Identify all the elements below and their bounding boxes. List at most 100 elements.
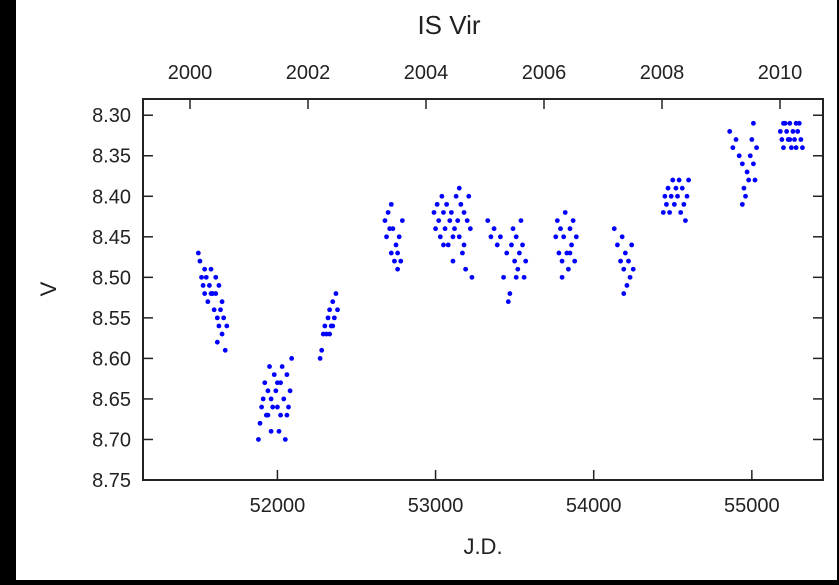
data-point — [216, 283, 222, 288]
data-point — [504, 250, 510, 256]
data-point — [781, 120, 786, 126]
data-point — [567, 250, 573, 256]
data-point — [335, 307, 340, 313]
data-point — [615, 242, 620, 248]
top-tick-label: 2010 — [758, 62, 803, 84]
data-point — [442, 226, 448, 232]
data-point — [572, 258, 578, 264]
data-point — [684, 193, 690, 199]
data-point — [388, 201, 394, 207]
data-point — [784, 129, 790, 134]
scatter-chart: IS Vir 2000 2002 2004 2006 2008 2010 8.30 8.35… — [36, 10, 824, 559]
data-point — [497, 234, 503, 240]
data-point — [331, 315, 337, 321]
data-point — [259, 404, 265, 410]
top-axis-ticks: 2000 2002 2004 2006 2008 2010 — [168, 62, 803, 109]
data-point — [621, 266, 627, 272]
x-axis-title: J.D. — [463, 534, 502, 559]
x-tick-label: 53000 — [408, 495, 464, 517]
data-point — [202, 266, 208, 272]
data-point — [208, 266, 214, 272]
data-point — [466, 193, 472, 199]
data-point — [660, 210, 666, 215]
data-point — [219, 331, 225, 337]
data-point — [458, 201, 464, 207]
data-point — [275, 404, 280, 410]
data-point — [752, 177, 758, 183]
data-point — [488, 234, 494, 240]
data-point — [800, 145, 805, 151]
data-point — [216, 323, 222, 329]
plot-frame — [142, 98, 824, 481]
data-point — [523, 258, 529, 264]
data-point — [330, 323, 336, 329]
data-point — [464, 218, 470, 223]
data-point — [683, 218, 688, 223]
data-point — [513, 274, 519, 280]
data-point — [256, 437, 261, 442]
data-point — [224, 323, 230, 329]
data-point — [273, 388, 279, 394]
data-point — [450, 234, 456, 240]
data-point — [624, 283, 630, 288]
data-point — [569, 242, 574, 248]
y-tick-label: 8.50 — [92, 267, 131, 289]
data-point — [213, 291, 219, 296]
data-point — [441, 242, 446, 248]
data-point — [214, 339, 220, 345]
data-point — [319, 347, 325, 353]
data-point — [793, 120, 799, 126]
data-point — [257, 420, 263, 426]
data-point — [450, 258, 456, 264]
top-tick-label: 2000 — [168, 62, 213, 84]
data-point — [749, 137, 755, 142]
data-point — [739, 161, 745, 167]
data-point — [286, 404, 291, 410]
data-point — [730, 145, 736, 151]
data-point — [282, 437, 288, 442]
data-point — [197, 258, 203, 264]
data-point — [515, 266, 521, 272]
data-point — [509, 242, 514, 248]
y-tick-label: 8.45 — [92, 227, 131, 249]
data-point — [431, 210, 437, 215]
top-tick-label: 2006 — [522, 62, 567, 84]
data-point — [467, 226, 473, 232]
data-point — [673, 185, 679, 191]
data-point — [460, 250, 465, 256]
data-point — [751, 120, 756, 126]
data-point — [390, 226, 396, 232]
data-point — [565, 266, 571, 272]
data-point — [754, 145, 759, 151]
data-point — [781, 145, 786, 151]
data-point — [395, 266, 401, 272]
data-point — [751, 161, 756, 167]
data-point — [621, 291, 627, 296]
data-point — [553, 234, 559, 240]
data-point — [681, 201, 687, 207]
data-point — [619, 234, 625, 240]
data-point — [516, 250, 522, 256]
data-point — [456, 185, 462, 191]
chart-title: IS Vir — [417, 10, 480, 40]
data-point — [448, 210, 454, 215]
y-tick-label: 8.70 — [92, 429, 131, 451]
data-point — [433, 226, 438, 232]
y-tick-label: 8.35 — [92, 146, 131, 168]
data-point — [618, 258, 623, 264]
data-point — [562, 210, 568, 215]
data-point — [512, 258, 518, 264]
data-point — [518, 218, 524, 223]
data-point — [662, 193, 668, 199]
data-point — [733, 137, 739, 142]
data-point — [668, 193, 674, 199]
data-point — [199, 274, 204, 280]
data-point — [221, 315, 227, 321]
data-point — [393, 242, 399, 248]
data-point — [398, 258, 404, 264]
data-point — [777, 129, 783, 134]
data-point — [270, 404, 276, 410]
y-axis-ticks: 8.30 8.35 8.40 8.45 8.50 8.55 8.60 8.65 8.70 8.75 — [92, 105, 823, 492]
data-point — [627, 274, 633, 280]
